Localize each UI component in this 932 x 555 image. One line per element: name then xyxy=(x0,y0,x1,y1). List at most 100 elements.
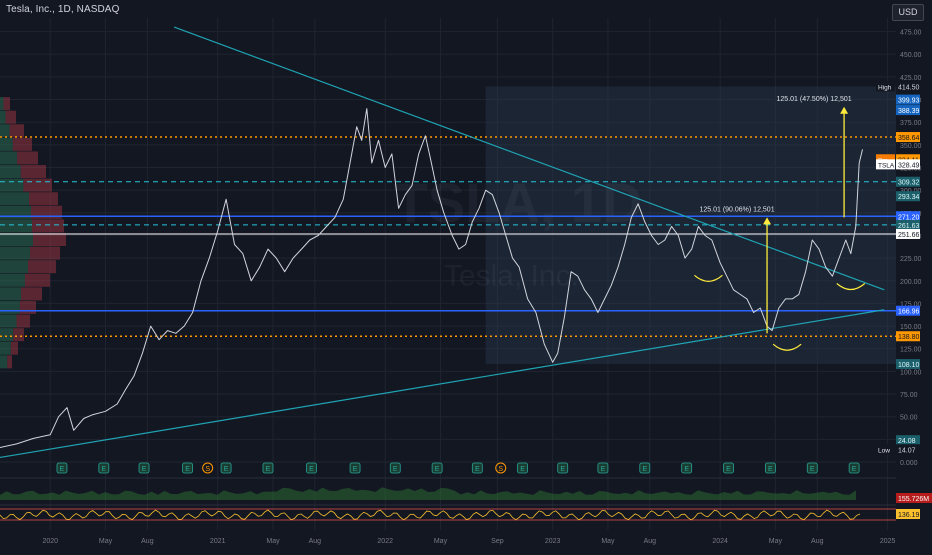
level-tag-label: 271.20 xyxy=(898,214,920,221)
price-tag-label: 14.07 xyxy=(898,447,916,454)
trendline xyxy=(173,26,885,291)
earnings-event-icon xyxy=(517,462,528,474)
price-tag-name-bg xyxy=(876,159,895,170)
earnings-event-icon xyxy=(182,462,193,474)
volume-profile-bar-up xyxy=(0,287,21,301)
event-icon-letter: E xyxy=(520,466,525,473)
y-tick-label: 200.00 xyxy=(900,279,922,286)
event-icon-letter: E xyxy=(435,466,440,473)
earnings-event-icon xyxy=(723,462,734,474)
earnings-event-icon xyxy=(98,462,110,474)
level-tag xyxy=(896,305,920,316)
pattern-arc xyxy=(694,274,723,282)
volume-tag xyxy=(896,493,932,503)
volume-profile-bar-down xyxy=(13,328,24,342)
oscillator-tag-label: 136.19 xyxy=(898,512,920,519)
event-icon-letter: E xyxy=(560,466,565,473)
volume-profile-bar-up xyxy=(0,97,4,111)
volume-profile-bar-up xyxy=(0,165,21,179)
event-icon-letter: S xyxy=(205,466,210,473)
y-tick-label: 425.00 xyxy=(900,75,922,82)
earnings-event-icon xyxy=(557,462,569,474)
price-line xyxy=(0,108,863,448)
chart-title: Tesla, Inc., 1D, NASDAQ xyxy=(6,4,120,15)
watermark-symbol: TSLA, 1D xyxy=(394,171,643,234)
event-icon-letter: E xyxy=(101,466,106,473)
volume-profile-bar-up xyxy=(0,192,29,206)
volume-profile-bar-down xyxy=(28,260,56,274)
volume-profile-bar-down xyxy=(10,341,18,355)
volume-profile-bar-up xyxy=(0,124,10,138)
x-tick-label: 2025 xyxy=(880,538,896,545)
pattern-arc xyxy=(772,343,802,351)
event-icon-letter: E xyxy=(142,466,147,473)
level-tag-label: 358.64 xyxy=(898,135,920,142)
volume-profile-bar-down xyxy=(25,273,50,287)
earnings-event-icon xyxy=(471,462,483,474)
x-tick-label: 2021 xyxy=(210,538,226,545)
volume-profile-bar-down xyxy=(7,355,12,369)
event-icon-letter: S xyxy=(498,466,503,473)
earnings-event-icon xyxy=(56,462,68,474)
x-tick-label: Aug xyxy=(644,538,657,545)
level-tag-label: 261.63 xyxy=(898,223,920,230)
price-tag-name-bg xyxy=(876,444,895,455)
split-event-icon xyxy=(495,462,507,474)
price-tag-label: 399.93 xyxy=(898,98,920,105)
volume-profile-bar-down xyxy=(3,97,10,111)
event-icon-letter: E xyxy=(475,466,480,473)
volume-profile-bar-down xyxy=(19,300,36,314)
event-icon-letter: E xyxy=(601,466,606,473)
volume-tag-label: 155.726M xyxy=(898,496,929,503)
event-icon-letter: E xyxy=(726,466,731,473)
earnings-event-icon xyxy=(389,462,401,474)
x-tick-label: Aug xyxy=(811,538,824,545)
price-range-box xyxy=(485,86,896,365)
y-tick-label: 150.00 xyxy=(900,324,922,331)
split-event-icon xyxy=(202,462,214,474)
x-tick-label: 2020 xyxy=(42,538,58,545)
y-tick-label: 75.00 xyxy=(900,392,918,399)
price-tag-name-bg xyxy=(876,154,895,165)
price-tag-label: 328.49 xyxy=(898,162,920,169)
volume-profile-bar-up xyxy=(0,314,17,328)
event-icon-letter: E xyxy=(353,466,358,473)
x-tick-label: May xyxy=(266,538,280,545)
y-tick-label: 350.00 xyxy=(900,143,922,150)
volume-profile-bar-down xyxy=(17,151,38,165)
level-tag-label: 309.32 xyxy=(898,180,920,187)
level-tag xyxy=(896,176,920,187)
currency-button[interactable]: USD xyxy=(892,4,924,21)
price-tag-label: 388.39 xyxy=(898,108,920,115)
price-tag xyxy=(896,359,920,370)
event-icon-letter: E xyxy=(224,466,229,473)
volume-profile-bar-up xyxy=(0,355,8,369)
x-tick-label: Aug xyxy=(309,538,322,545)
volume-profile-bar-down xyxy=(5,110,16,124)
x-tick-label: May xyxy=(769,538,783,545)
measure-label: 125.01 (90.06%) 12,501 xyxy=(699,206,774,213)
earnings-event-icon xyxy=(681,462,693,474)
volume-profile-bar-up xyxy=(0,219,32,233)
volume-histogram xyxy=(0,487,856,500)
price-tag xyxy=(896,159,920,170)
earnings-event-icon xyxy=(306,462,317,474)
earnings-event-icon xyxy=(597,462,609,474)
y-tick-label: 475.00 xyxy=(900,30,922,37)
volume-profile-bar-up xyxy=(0,273,25,287)
earnings-event-icon xyxy=(349,462,361,474)
measure-label: 125.01 (47.50%) 12,501 xyxy=(777,96,852,103)
x-tick-label: 2022 xyxy=(377,538,393,545)
x-tick-label: Sep xyxy=(491,538,504,545)
event-icon-letter: E xyxy=(768,466,773,473)
event-icon-letter: E xyxy=(266,466,271,473)
event-icon-letter: E xyxy=(852,466,857,473)
earnings-event-icon xyxy=(639,462,651,474)
volume-profile-bar-down xyxy=(9,124,24,138)
level-tag xyxy=(896,228,920,239)
price-tag-name-bg xyxy=(876,81,895,92)
price-tag-label: 24.08 xyxy=(898,438,916,445)
x-tick-label: 2023 xyxy=(545,538,561,545)
